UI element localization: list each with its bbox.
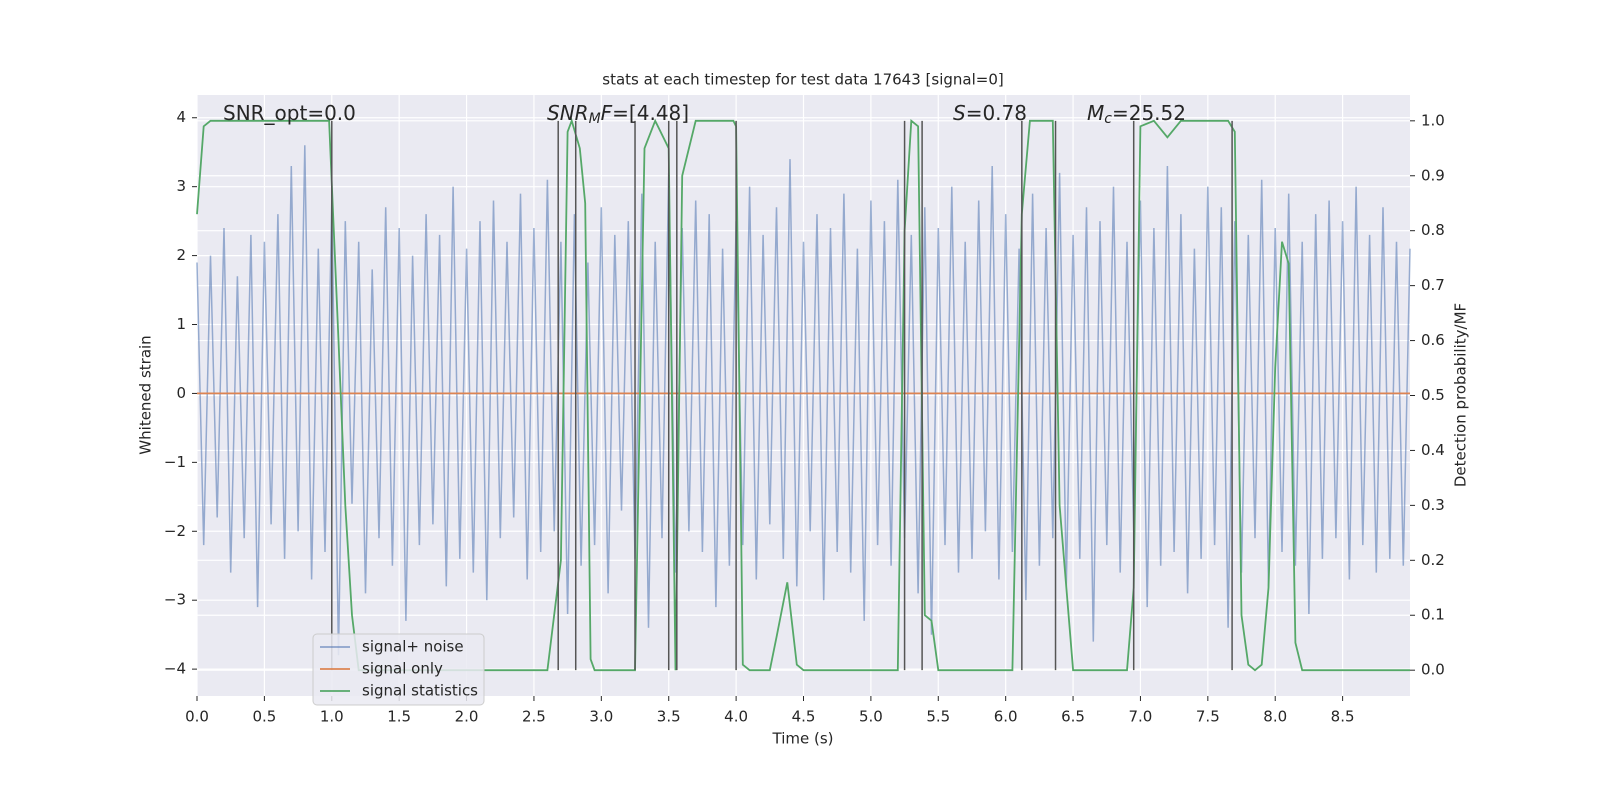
- y-tick-label: 3: [176, 177, 186, 195]
- y2-tick-label: 0.3: [1421, 496, 1445, 514]
- x-tick-label: 2.5: [522, 708, 546, 726]
- y-tick-label: 4: [176, 108, 186, 126]
- x-tick-label: 2.0: [455, 708, 479, 726]
- x-tick-label: 1.0: [320, 708, 344, 726]
- x-tick-label: 0.0: [185, 708, 209, 726]
- annotation-part: S: [953, 101, 966, 125]
- x-tick-label: 6.5: [1061, 708, 1085, 726]
- y2-tick-label: 0.6: [1421, 331, 1445, 349]
- x-tick-label: 7.0: [1129, 708, 1153, 726]
- y2-tick-label: 0.4: [1421, 441, 1445, 459]
- annotation-part: c: [1104, 111, 1112, 127]
- y2-axis-label: Detection probability/MF: [1452, 303, 1470, 487]
- legend-label: signal statistics: [362, 682, 478, 700]
- y-tick-label: 2: [176, 246, 186, 264]
- annotation: S=0.78: [953, 101, 1027, 125]
- y2-tick-label: 0.0: [1421, 661, 1445, 679]
- y2-tick-label: 0.5: [1421, 386, 1445, 404]
- y2-tick-label: 0.9: [1421, 166, 1445, 184]
- annotation-part: =25.52: [1112, 101, 1186, 125]
- x-tick-label: 5.5: [926, 708, 950, 726]
- x-tick-label: 0.5: [252, 708, 276, 726]
- x-tick-label: 3.0: [589, 708, 613, 726]
- x-tick-label: 3.5: [657, 708, 681, 726]
- y-tick-label: −1: [164, 453, 186, 471]
- y-tick-label: 0: [176, 384, 186, 402]
- x-tick-label: 5.0: [859, 708, 883, 726]
- x-tick-label: 8.0: [1263, 708, 1287, 726]
- annotation-part: SNR: [547, 101, 589, 125]
- x-tick-label: 1.5: [387, 708, 411, 726]
- annotation: Mc=25.52: [1087, 101, 1186, 128]
- annotation-part: =[4.48]: [612, 101, 689, 125]
- x-tick-label: 6.0: [994, 708, 1018, 726]
- y-tick-label: −2: [164, 522, 186, 540]
- y-tick-label: −4: [164, 660, 186, 678]
- legend-label: signal+ noise: [362, 638, 464, 656]
- y2-tick-label: 1.0: [1421, 111, 1445, 129]
- x-axis-label: Time (s): [772, 730, 834, 748]
- annotation-part: M: [1087, 101, 1104, 125]
- y2-tick-label: 0.7: [1421, 276, 1445, 294]
- chart-title: stats at each timestep for test data 176…: [602, 71, 1003, 89]
- y2-tick-label: 0.1: [1421, 606, 1445, 624]
- x-tick-label: 4.5: [792, 708, 816, 726]
- series-line: [196, 117, 1410, 672]
- series-line: [196, 145, 1411, 656]
- y-tick-label: −3: [164, 591, 186, 609]
- annotation: SNRMF=[4.48]: [547, 101, 689, 128]
- y-tick-label: 1: [176, 315, 186, 333]
- legend-label: signal only: [362, 660, 443, 678]
- annotation: SNR_opt=0.0: [223, 101, 356, 125]
- annotation-part: SNR_opt=0.0: [223, 101, 356, 125]
- annotation-part: =0.78: [966, 101, 1027, 125]
- x-tick-label: 7.5: [1196, 708, 1220, 726]
- legend-box: [312, 633, 485, 706]
- x-tick-label: 8.5: [1331, 708, 1355, 726]
- y2-tick-label: 0.8: [1421, 221, 1445, 239]
- annotation-part: F: [601, 101, 613, 125]
- annotation-part: M: [589, 111, 601, 127]
- y-axis-label: Whitened strain: [137, 335, 155, 454]
- x-tick-label: 4.0: [724, 708, 748, 726]
- y2-tick-label: 0.2: [1421, 551, 1445, 569]
